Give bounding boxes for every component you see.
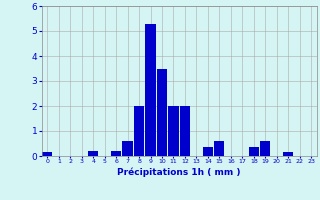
Bar xyxy=(203,147,213,156)
Bar xyxy=(168,106,179,156)
Bar xyxy=(283,152,293,156)
Bar xyxy=(88,151,98,156)
Bar xyxy=(111,151,121,156)
Bar xyxy=(249,147,259,156)
Bar xyxy=(157,68,167,156)
Bar xyxy=(123,141,133,156)
X-axis label: Précipitations 1h ( mm ): Précipitations 1h ( mm ) xyxy=(117,167,241,177)
Bar xyxy=(260,141,270,156)
Bar xyxy=(145,23,156,156)
Bar xyxy=(214,141,225,156)
Bar xyxy=(134,106,144,156)
Bar xyxy=(42,152,52,156)
Bar xyxy=(180,106,190,156)
